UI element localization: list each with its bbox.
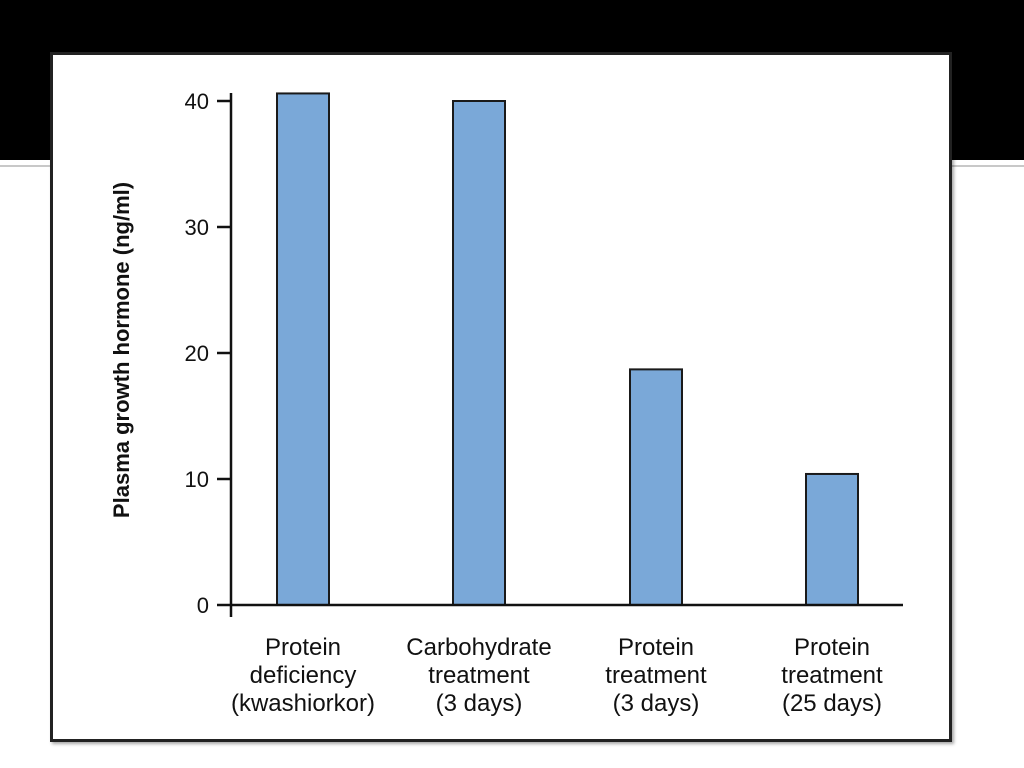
x-category-label-line: Carbohydrate bbox=[406, 634, 551, 661]
y-tick-label-30: 30 bbox=[185, 215, 209, 240]
x-category-label-line: (kwashiorkor) bbox=[231, 690, 375, 717]
x-category-label-line: Protein bbox=[618, 634, 694, 661]
x-category-label-1: Protein deficiency (kwashiorkor) bbox=[231, 634, 375, 717]
x-category-label-line: (25 days) bbox=[782, 690, 882, 717]
bar-2 bbox=[452, 100, 506, 606]
axes-layer bbox=[217, 93, 903, 617]
x-category-label-line: deficiency bbox=[250, 662, 357, 689]
chart-panel: 0 10 20 30 40 Protein deficiency (kwashiorkor) C… bbox=[50, 52, 952, 742]
x-category-label-line: treatment bbox=[428, 662, 530, 689]
x-category-label-2: Carbohydrate treatment (3 days) bbox=[406, 634, 551, 717]
x-category-label-line: Protein bbox=[794, 634, 870, 661]
x-category-label-line: Protein bbox=[265, 634, 341, 661]
x-category-label-line: (3 days) bbox=[613, 690, 700, 717]
y-tick-label-0: 0 bbox=[197, 593, 209, 618]
x-category-label-line: treatment bbox=[781, 662, 883, 689]
bars-layer bbox=[276, 92, 859, 606]
bar-3 bbox=[629, 368, 683, 606]
bar-1 bbox=[276, 92, 330, 606]
y-tick-label-10: 10 bbox=[185, 467, 209, 492]
y-axis-title: Plasma growth hormone (ng/ml) bbox=[109, 182, 134, 518]
x-category-label-line: treatment bbox=[605, 662, 707, 689]
y-tick-label-40: 40 bbox=[185, 89, 209, 114]
x-category-label-3: Protein treatment (3 days) bbox=[605, 634, 707, 717]
y-tick-label-20: 20 bbox=[185, 341, 209, 366]
x-category-label-4: Protein treatment (25 days) bbox=[781, 634, 883, 717]
bar-4 bbox=[805, 472, 859, 606]
x-category-label-line: (3 days) bbox=[436, 690, 523, 717]
